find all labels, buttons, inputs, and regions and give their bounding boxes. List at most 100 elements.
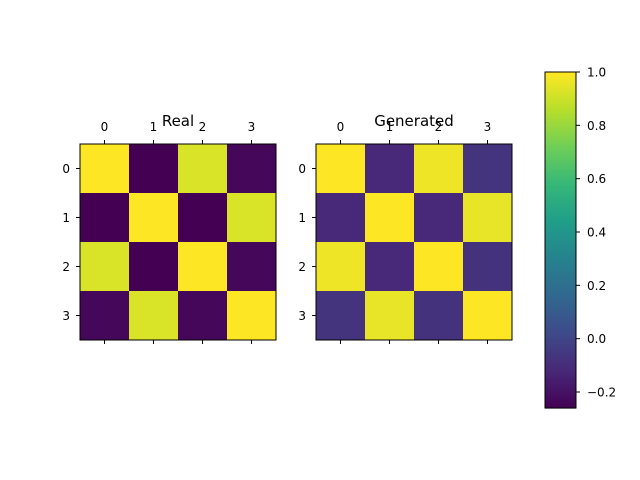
colorbar-segment-60	[545, 286, 576, 289]
colorbar-segment-104	[545, 198, 576, 201]
colorbar: −0.2 0.0 0.2 0.4 0.6 0.8 1.0	[544, 66, 616, 409]
colorbar-segment-115	[545, 176, 576, 179]
colorbar-segment-139	[545, 128, 576, 131]
colorbar-segment-121	[545, 164, 576, 167]
colorbar-segment-31	[545, 344, 576, 347]
colorbar-segment-128	[545, 150, 576, 153]
heatmap-generated-cell-1-3	[463, 193, 513, 243]
heatmap-generated-cell-1-0	[316, 193, 366, 243]
colorbar-segment-122	[545, 162, 576, 165]
heatmap-real-ytick-label-3: 3	[62, 309, 70, 323]
colorbar-segment-83	[545, 240, 576, 243]
colorbar-segment-34	[545, 338, 576, 341]
heatmap-generated-cell-3-3	[463, 291, 513, 341]
colorbar-segment-55	[545, 296, 576, 299]
colorbar-segment-13	[545, 380, 576, 383]
colorbar-segment-157	[545, 92, 576, 95]
colorbar-segment-138	[545, 130, 576, 133]
colorbar-segment-144	[545, 118, 576, 121]
colorbar-segment-155	[545, 96, 576, 99]
colorbar-segment-87	[545, 232, 576, 235]
heatmap-real-cell-3-1	[129, 291, 179, 341]
colorbar-segment-148	[545, 110, 576, 113]
colorbar-segment-162	[545, 82, 576, 85]
colorbar-segment-66	[545, 274, 576, 277]
colorbar-segment-159	[545, 88, 576, 91]
colorbar-segment-109	[545, 188, 576, 191]
colorbar-segment-134	[545, 138, 576, 141]
colorbar-segment-120	[545, 166, 576, 169]
colorbar-segment-32	[545, 342, 576, 345]
colorbar-segment-9	[545, 388, 576, 391]
colorbar-segment-126	[545, 154, 576, 157]
colorbar-gradient	[545, 72, 576, 409]
colorbar-segment-48	[545, 310, 576, 313]
colorbar-segment-15	[545, 376, 576, 379]
colorbar-segment-91	[545, 224, 576, 227]
colorbar-segment-95	[545, 216, 576, 219]
colorbar-segment-80	[545, 246, 576, 249]
colorbar-segment-21	[545, 364, 576, 367]
colorbar-segment-123	[545, 160, 576, 163]
colorbar-segment-5	[545, 396, 576, 399]
colorbar-segment-137	[545, 132, 576, 135]
colorbar-frame	[544, 71, 577, 409]
colorbar-segment-17	[545, 372, 576, 375]
heatmap-generated-ytick-label-2: 2	[298, 260, 306, 274]
colorbar-segment-28	[545, 350, 576, 353]
colorbar-segment-0	[545, 406, 576, 409]
colorbar-tick-label-0: −0.2	[587, 386, 616, 400]
colorbar-segment-30	[545, 346, 576, 349]
colorbar-segment-27	[545, 352, 576, 355]
colorbar-segment-124	[545, 158, 576, 161]
heatmap-generated-frame	[315, 143, 513, 341]
heatmap-generated-cells	[316, 144, 513, 341]
colorbar-segment-146	[545, 114, 576, 117]
colorbar-tick-label-6: 1.0	[587, 66, 606, 80]
colorbar-segment-29	[545, 348, 576, 351]
colorbar-tick-label-5: 0.8	[587, 119, 606, 133]
colorbar-segment-110	[545, 186, 576, 189]
colorbar-segment-38	[545, 330, 576, 333]
colorbar-segment-84	[545, 238, 576, 241]
colorbar-segment-89	[545, 228, 576, 231]
heatmap-real-cells	[80, 144, 277, 341]
colorbar-segment-161	[545, 84, 576, 87]
colorbar-segment-78	[545, 250, 576, 253]
heatmap-real: 0 1 2 3 0 1 2 3 Real	[62, 112, 277, 344]
heatmap-generated-xtick-label-2: 2	[435, 120, 443, 134]
colorbar-segment-2	[545, 402, 576, 405]
colorbar-segment-45	[545, 316, 576, 319]
colorbar-segment-77	[545, 252, 576, 255]
colorbar-segment-25	[545, 356, 576, 359]
colorbar-segment-141	[545, 124, 576, 127]
colorbar-segment-54	[545, 298, 576, 301]
colorbar-segment-46	[545, 314, 576, 317]
colorbar-segment-67	[545, 272, 576, 275]
colorbar-segment-18	[545, 370, 576, 373]
colorbar-segment-3	[545, 400, 576, 403]
colorbar-segment-57	[545, 292, 576, 295]
colorbar-segment-23	[545, 360, 576, 363]
colorbar-segment-86	[545, 234, 576, 237]
colorbar-segment-113	[545, 180, 576, 183]
colorbar-segment-112	[545, 182, 576, 185]
colorbar-segment-69	[545, 268, 576, 271]
colorbar-segment-1	[545, 404, 576, 407]
heatmap-real-cell-1-0	[80, 193, 130, 243]
heatmap-real-cell-2-0	[80, 242, 130, 292]
colorbar-segment-111	[545, 184, 576, 187]
colorbar-segment-22	[545, 362, 576, 365]
heatmap-generated-cell-1-2	[414, 193, 464, 243]
colorbar-segment-106	[545, 194, 576, 197]
colorbar-segment-102	[545, 202, 576, 205]
heatmap-real-cell-0-1	[129, 144, 179, 194]
heatmap-generated-ytick-label-0: 0	[298, 162, 306, 176]
heatmap-real-cell-1-3	[227, 193, 277, 243]
colorbar-segment-61	[545, 284, 576, 287]
heatmap-generated-xtick-label-1: 1	[386, 120, 394, 134]
heatmap-real-xtick-label-1: 1	[150, 120, 158, 134]
colorbar-segment-37	[545, 332, 576, 335]
colorbar-segment-167	[545, 72, 576, 75]
colorbar-tick-label-1: 0.0	[587, 332, 606, 346]
